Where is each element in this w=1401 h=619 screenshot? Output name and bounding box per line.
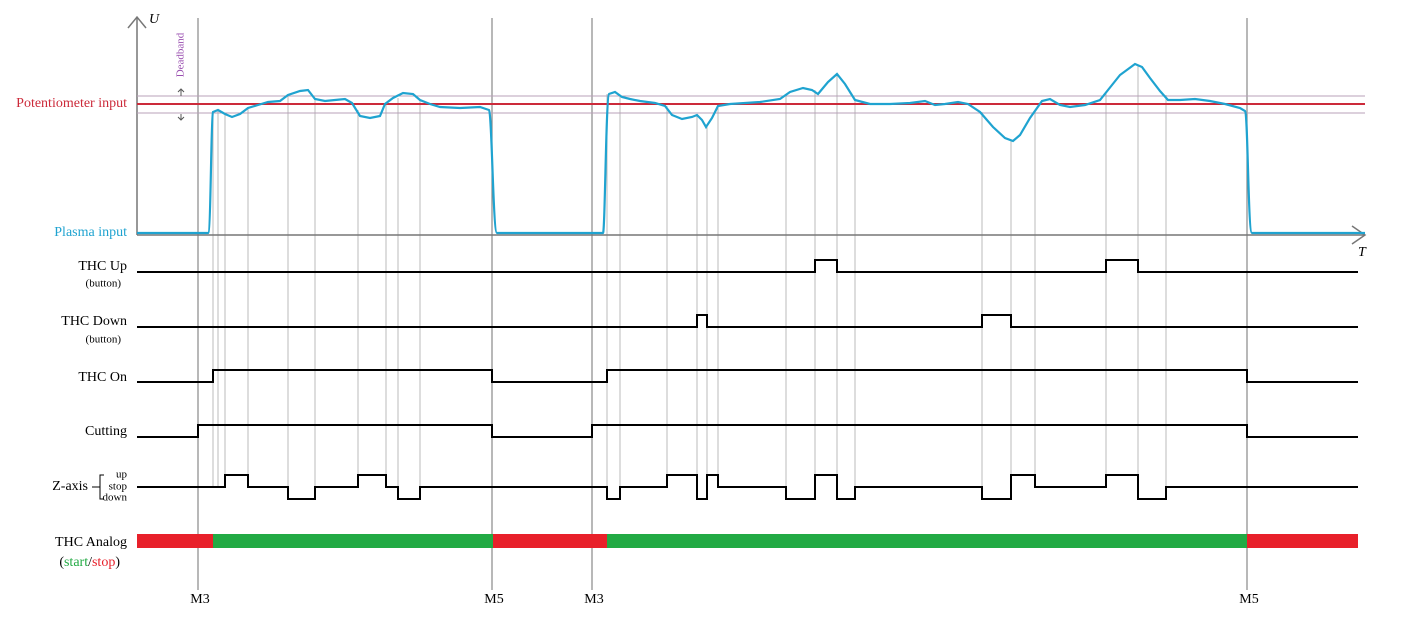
marker-label: M3 [584,592,603,607]
potentiometer-label: Potentiometer input [16,96,127,111]
z-state: down [103,492,128,504]
plot-axes [127,15,1367,245]
z-state: up [116,469,128,481]
marker-label: M5 [1239,592,1258,607]
deadband-label: Deadband [175,32,187,77]
analog-legend: (start/stop) [59,555,120,570]
signal-label: THC On [78,370,127,385]
guides [197,18,1248,590]
y-axis-label: U [149,12,160,27]
marker-label: M5 [484,592,503,607]
separator: / [88,555,92,570]
x-axis-label: T [1358,245,1367,260]
plasma-label: Plasma input [54,225,127,240]
marker-label: M3 [190,592,209,607]
signal-label: THC Down [61,314,127,329]
signal-label: THC Analog [55,535,127,550]
signal-label: Cutting [85,424,127,439]
signal-sublabel: (button) [86,278,122,290]
paren: ( [59,555,64,570]
z-state: stop [109,481,128,493]
plasma-signal [137,62,1365,235]
signal-sublabel: (button) [86,334,122,346]
signal-label: THC Up [78,259,127,274]
waveforms [92,259,1358,548]
signal-label: Z-axis [52,479,88,494]
paren: ) [115,555,120,570]
stop: stop [92,555,115,570]
start: start [64,555,88,570]
